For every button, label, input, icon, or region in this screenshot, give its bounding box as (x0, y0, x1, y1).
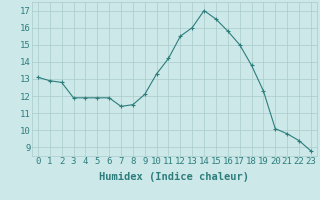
X-axis label: Humidex (Indice chaleur): Humidex (Indice chaleur) (100, 172, 249, 182)
